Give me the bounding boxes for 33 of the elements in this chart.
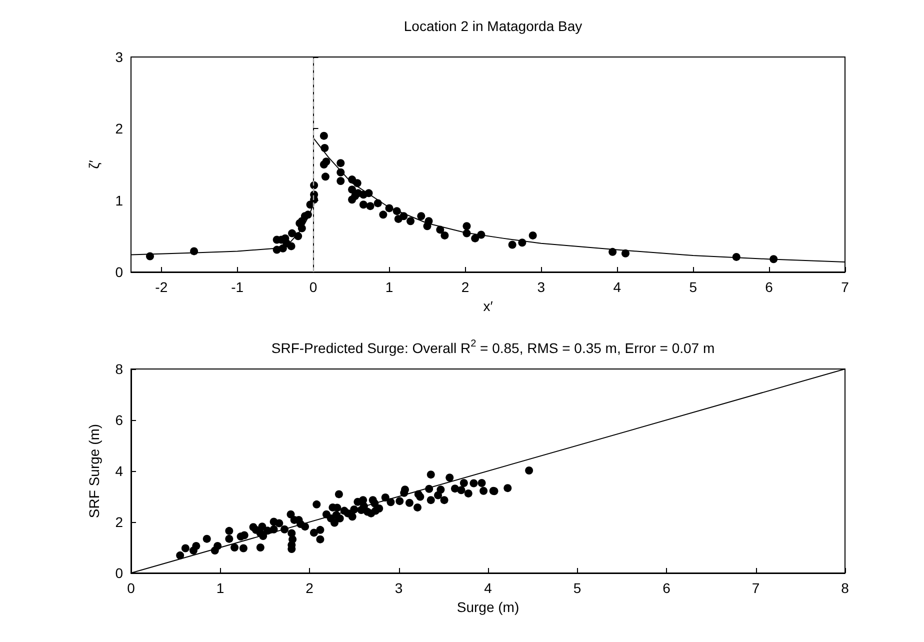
y-axis-title: ζ′ xyxy=(86,160,102,169)
y-axis-title: SRF Surge (m) xyxy=(86,424,102,518)
x-tick-label: 7 xyxy=(841,279,850,295)
y-tick-label: 0 xyxy=(115,264,124,280)
y-tick-label: 2 xyxy=(115,120,124,137)
chart-title: Location 2 in Matagorda Bay xyxy=(404,18,582,34)
y-tick-label: 6 xyxy=(115,412,124,428)
x-tick-label: 8 xyxy=(841,580,850,596)
x-tick-label: 1 xyxy=(385,279,394,295)
y-tick-label: 1 xyxy=(115,192,124,208)
x-tick-label: 7 xyxy=(752,580,760,596)
x-tick-label: 4 xyxy=(613,279,622,295)
x-tick-label: 5 xyxy=(573,580,582,596)
x-tick-label: 0 xyxy=(127,580,136,596)
x-tick-label: -1 xyxy=(231,279,244,295)
x-tick-label: 6 xyxy=(662,580,671,596)
y-tick-label: 4 xyxy=(115,463,124,479)
x-tick-label: 6 xyxy=(765,279,774,295)
x-tick-label: 3 xyxy=(394,580,403,596)
x-tick-label: 5 xyxy=(689,279,698,295)
x-tick-label: 2 xyxy=(461,279,470,295)
x-axis-title: Surge (m) xyxy=(456,598,520,615)
x-axis-title: x′ xyxy=(483,298,494,314)
x-tick-label: 4 xyxy=(484,580,492,596)
x-tick-label: 1 xyxy=(216,580,224,596)
y-tick-label: 0 xyxy=(115,565,124,581)
x-tick-label: 0 xyxy=(309,279,318,295)
y-tick-label: 3 xyxy=(115,49,124,65)
x-tick-label: -2 xyxy=(155,279,168,295)
y-tick-label: 8 xyxy=(115,361,124,377)
y-tick-label: 2 xyxy=(115,514,124,530)
x-tick-label: 3 xyxy=(537,279,546,295)
x-tick-label: 2 xyxy=(306,580,314,596)
